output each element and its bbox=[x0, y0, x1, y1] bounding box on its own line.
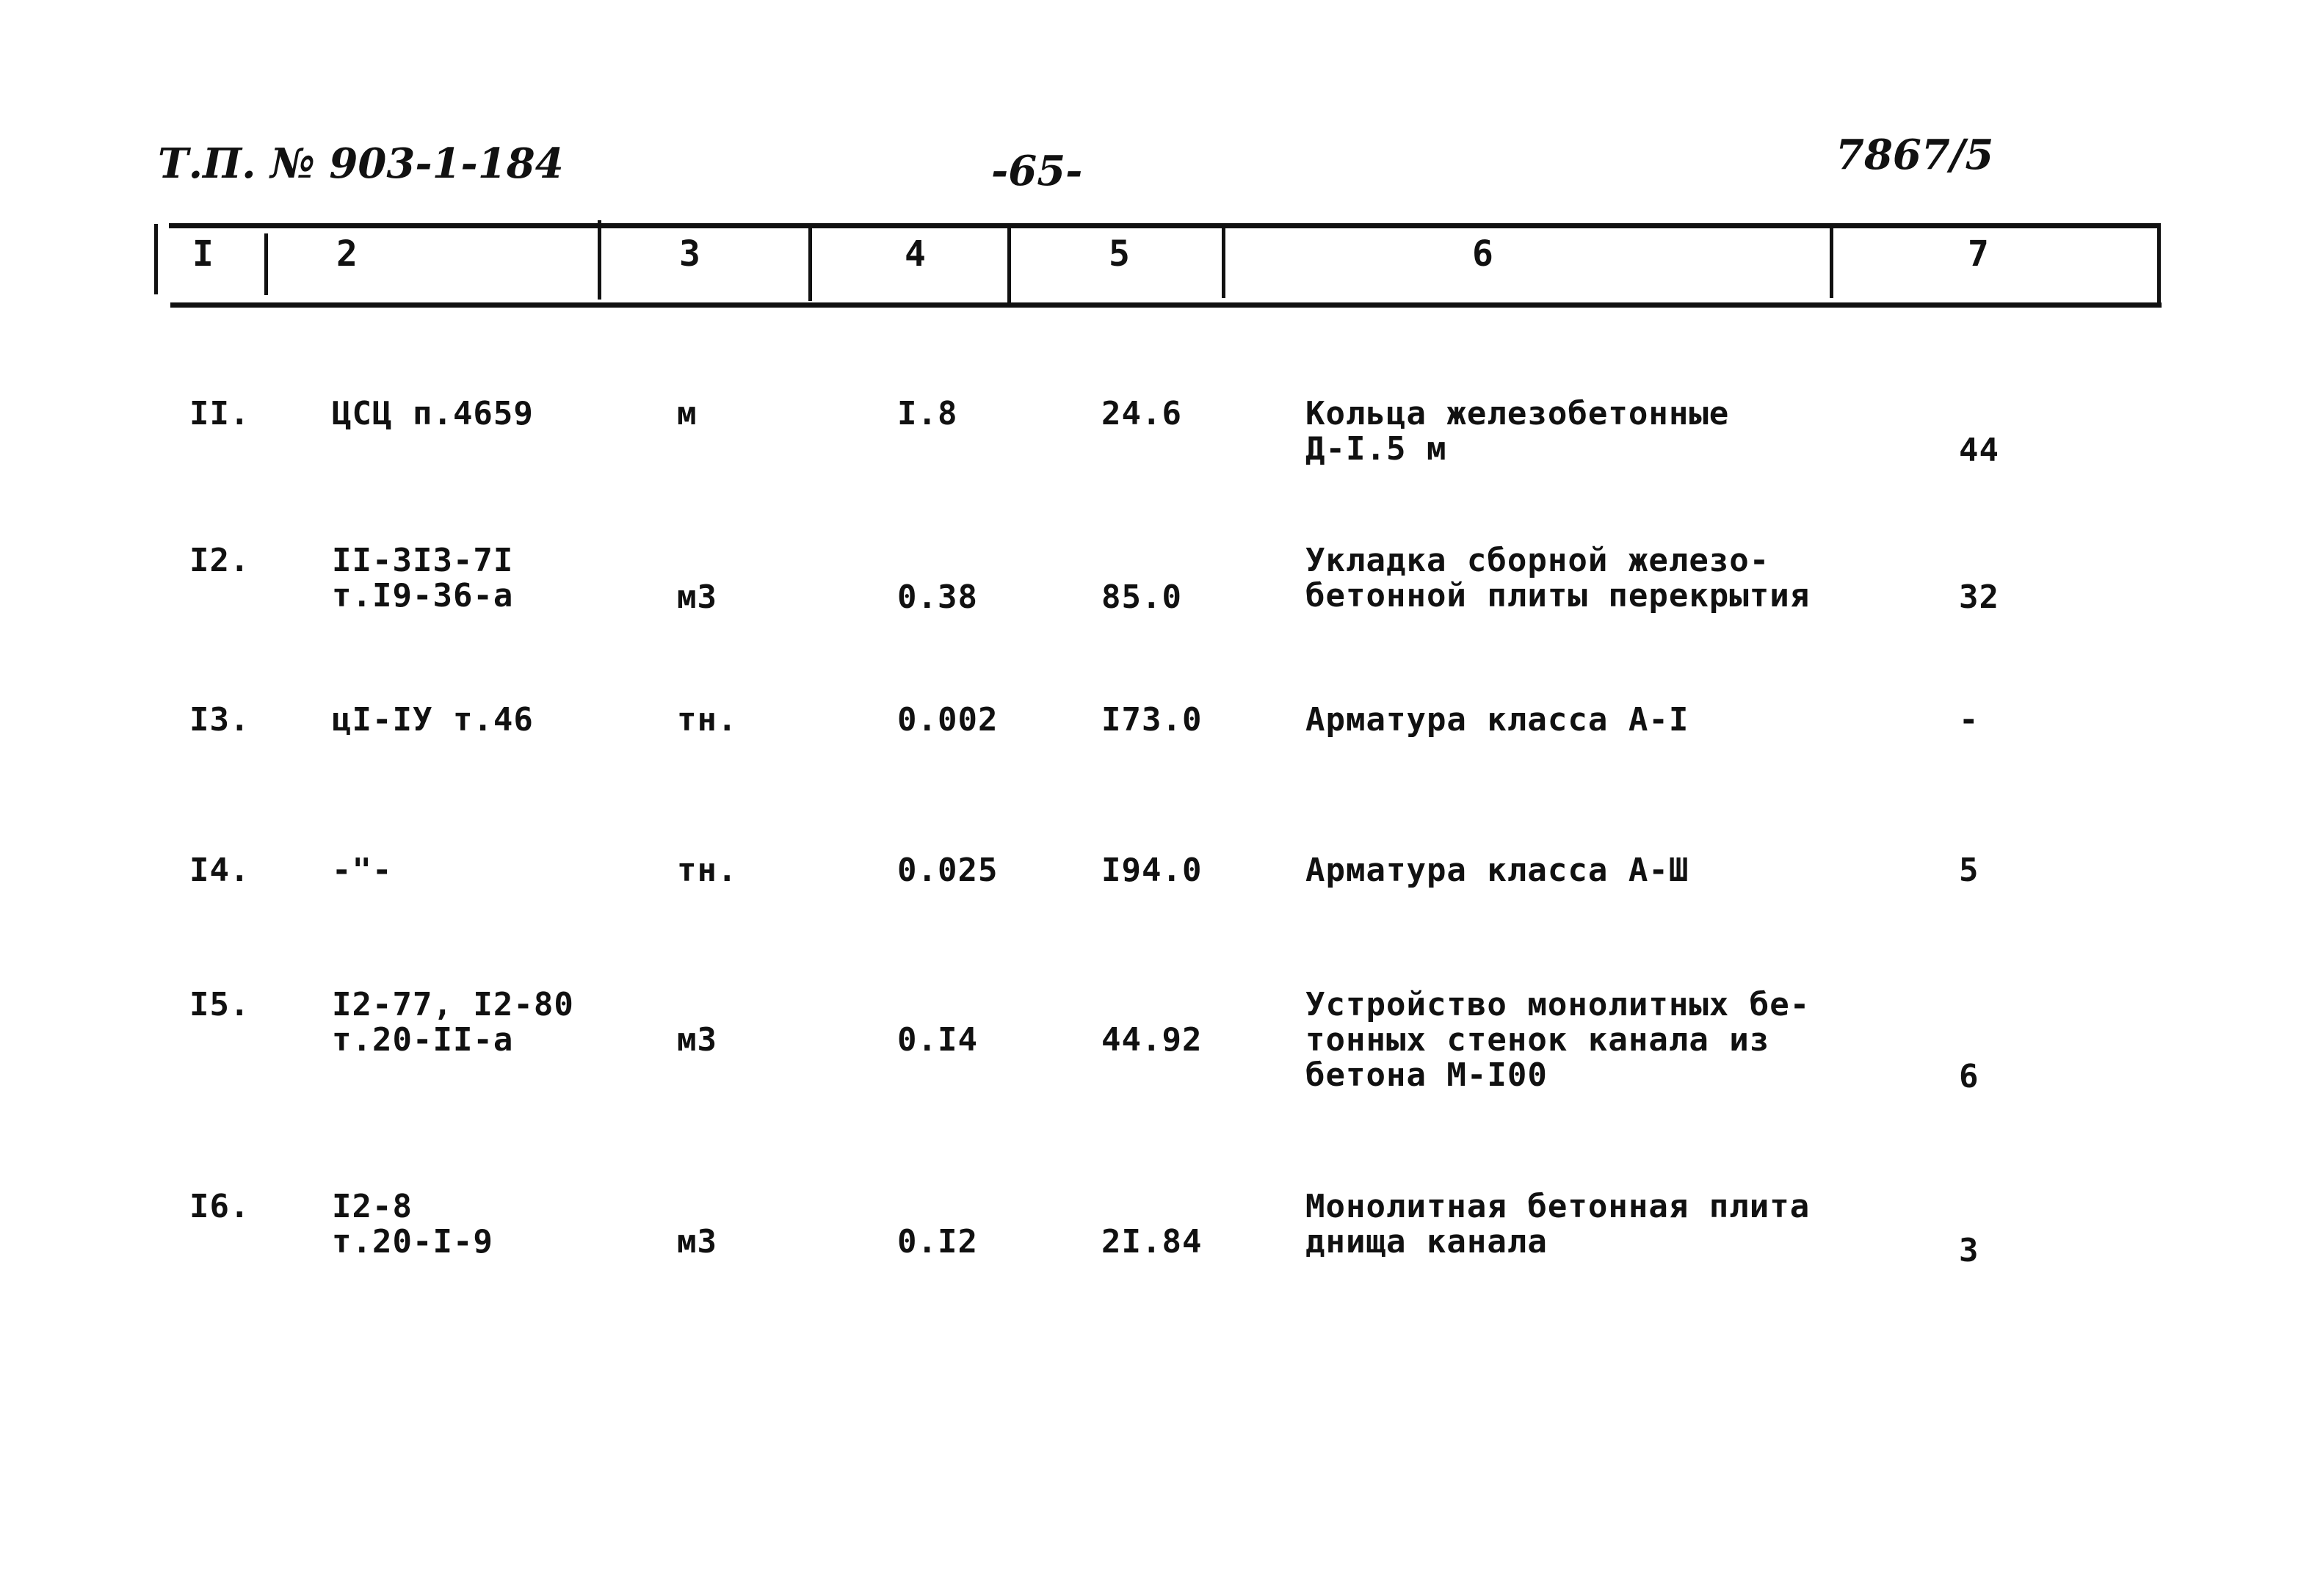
table-top-border bbox=[169, 223, 2160, 228]
description: Устройство монолитных бе- bbox=[1305, 986, 1811, 1023]
description: днища канала bbox=[1305, 1223, 1548, 1261]
quantity: 0.38 bbox=[897, 578, 978, 616]
total: 3 bbox=[1959, 1232, 1979, 1269]
row-number: I6. bbox=[189, 1188, 250, 1225]
header-bottom-border bbox=[170, 302, 2162, 308]
column-header-6: 6 bbox=[1472, 233, 1493, 275]
column-header-4: 4 bbox=[905, 233, 926, 275]
column-divider bbox=[2157, 223, 2161, 304]
row-number: I4. bbox=[189, 852, 250, 889]
row-number: I5. bbox=[189, 986, 250, 1023]
total: 44 bbox=[1959, 432, 1999, 469]
column-divider bbox=[1222, 225, 1225, 298]
row-number: II. bbox=[189, 395, 250, 432]
unit: м3 bbox=[677, 1021, 717, 1059]
unit: м3 bbox=[677, 578, 717, 616]
page-number: -65- bbox=[991, 147, 1083, 195]
unit: тн. bbox=[677, 852, 738, 889]
reference: I2-8 bbox=[332, 1188, 413, 1225]
reference: -"- bbox=[332, 852, 393, 889]
document-number: Т.П. № 903-1-184 bbox=[158, 139, 564, 188]
column-divider bbox=[1830, 225, 1833, 298]
row-number: I2. bbox=[189, 542, 250, 579]
unit: тн. bbox=[677, 701, 738, 739]
unit-price: 44.92 bbox=[1101, 1021, 1203, 1059]
description: Д-I.5 м bbox=[1305, 430, 1447, 468]
column-divider bbox=[598, 220, 601, 300]
reference: цI-IУ т.46 bbox=[332, 701, 534, 739]
unit-price: 24.6 bbox=[1101, 395, 1182, 432]
column-header-5: 5 bbox=[1109, 233, 1130, 275]
unit-price: I73.0 bbox=[1101, 701, 1203, 739]
total: 32 bbox=[1959, 578, 1999, 616]
column-divider bbox=[264, 233, 268, 295]
description: Арматура класса А-Ш bbox=[1305, 852, 1689, 889]
total: 5 bbox=[1959, 852, 1979, 889]
unit: м3 bbox=[677, 1223, 717, 1261]
description: Монолитная бетонная плита bbox=[1305, 1188, 1811, 1225]
unit-price: I94.0 bbox=[1101, 852, 1203, 889]
reference: т.I9-36-а bbox=[332, 577, 514, 614]
description: Кольца железобетонные bbox=[1305, 395, 1730, 432]
total: - bbox=[1959, 701, 1979, 739]
unit-price: 85.0 bbox=[1101, 578, 1182, 616]
column-divider bbox=[154, 224, 158, 294]
sheet-code: 7867/5 bbox=[1836, 131, 1994, 179]
column-header-7: 7 bbox=[1968, 233, 1989, 275]
description: бетона М-I00 bbox=[1305, 1056, 1548, 1094]
column-header-2: 2 bbox=[336, 233, 358, 275]
quantity: I.8 bbox=[897, 395, 958, 432]
quantity: 0.002 bbox=[897, 701, 999, 739]
description: Укладка сборной железо- bbox=[1305, 542, 1770, 579]
quantity: 0.025 bbox=[897, 852, 999, 889]
column-divider bbox=[808, 225, 812, 301]
quantity: 0.I2 bbox=[897, 1223, 978, 1261]
column-divider bbox=[1007, 225, 1011, 302]
unit: м bbox=[677, 395, 698, 432]
unit-price: 2I.84 bbox=[1101, 1223, 1203, 1261]
reference: т.20-II-а bbox=[332, 1021, 514, 1059]
total: 6 bbox=[1959, 1058, 1979, 1095]
column-header-3: 3 bbox=[679, 233, 700, 275]
quantity: 0.I4 bbox=[897, 1021, 978, 1059]
reference: ЦСЦ п.4659 bbox=[332, 395, 534, 432]
column-header-1: I bbox=[192, 233, 214, 275]
description: тонных стенок канала из bbox=[1305, 1021, 1770, 1059]
reference: II-3I3-7I bbox=[332, 542, 514, 579]
reference: т.20-I-9 bbox=[332, 1223, 493, 1261]
description: Арматура класса А-I bbox=[1305, 701, 1689, 739]
reference: I2-77, I2-80 bbox=[332, 986, 574, 1023]
row-number: I3. bbox=[189, 701, 250, 739]
description: бетонной плиты перекрытия bbox=[1305, 577, 1811, 614]
